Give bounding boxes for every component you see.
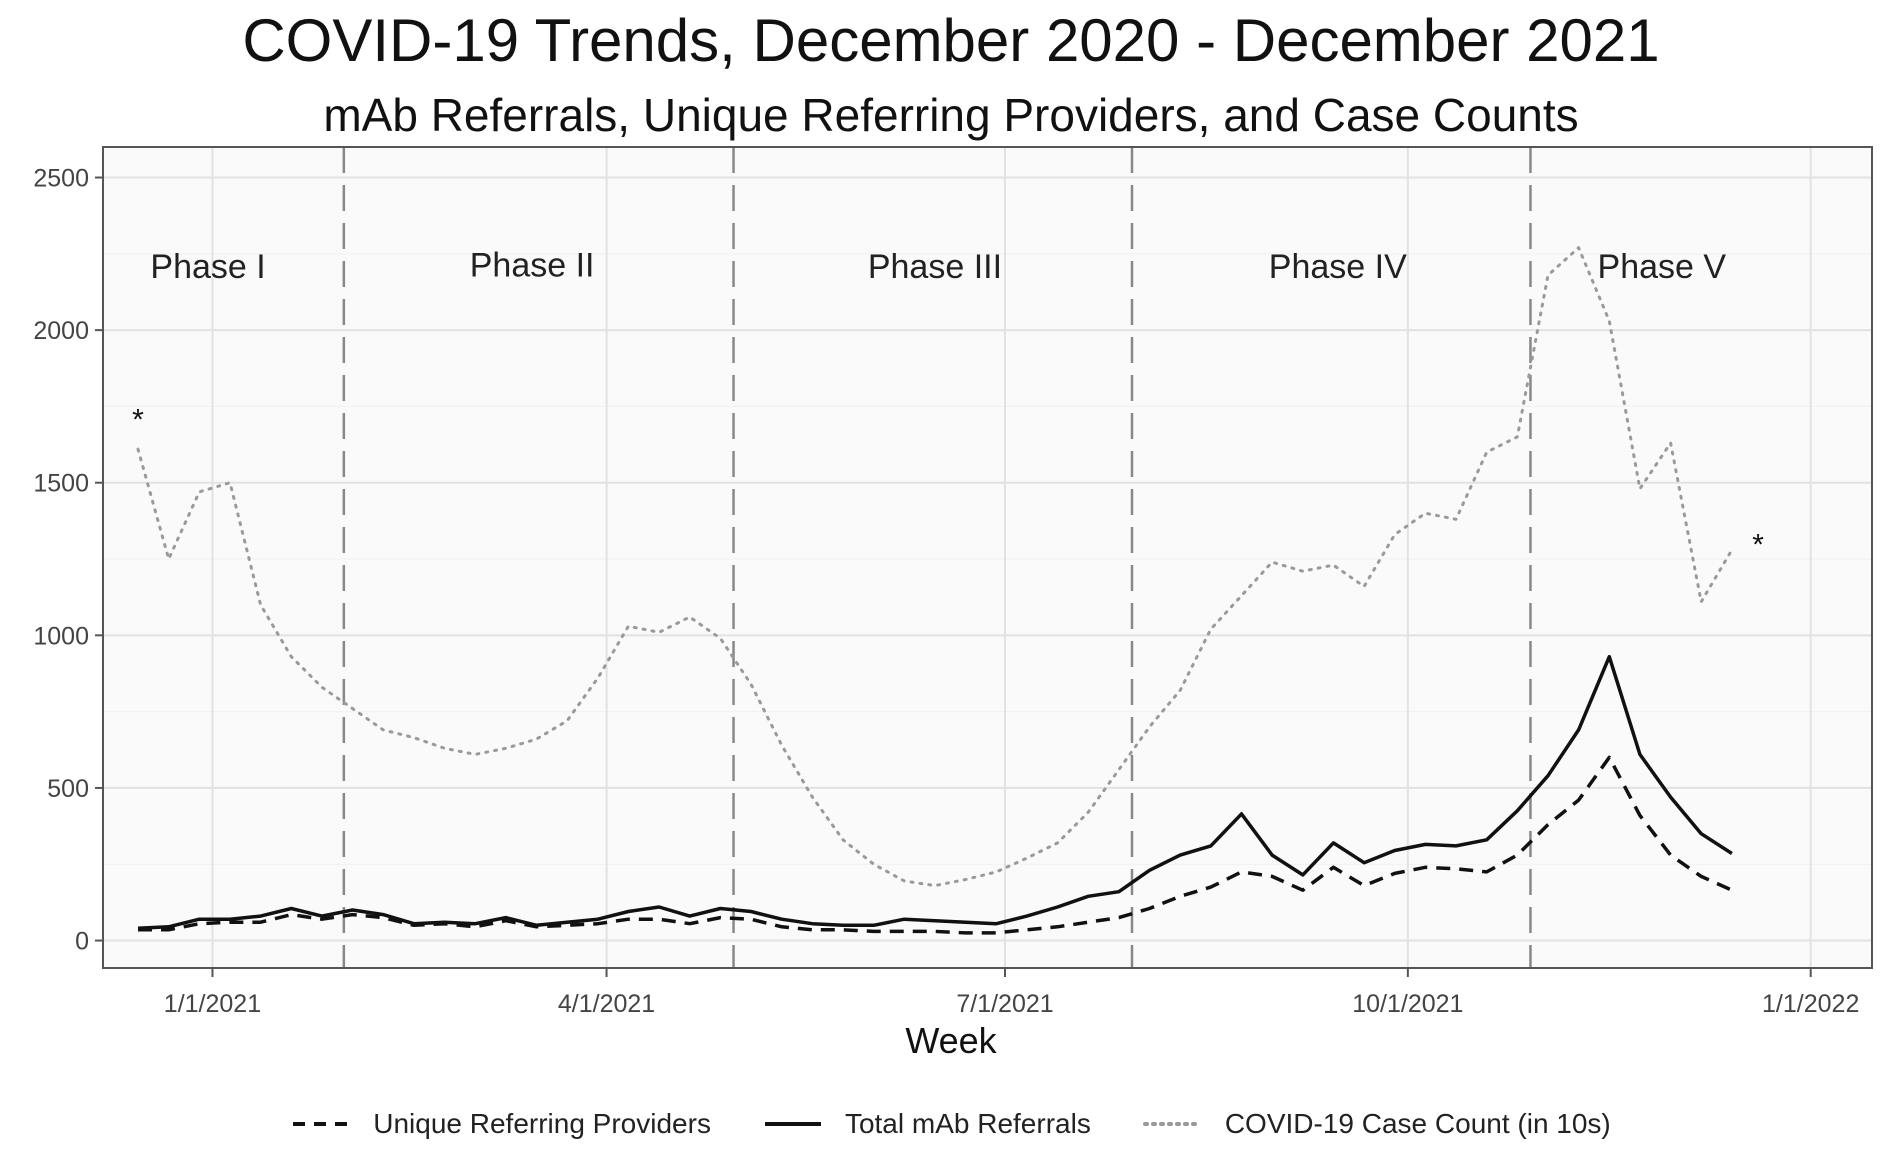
phase-label: Phase III xyxy=(868,248,1002,286)
x-tick-label: 10/1/2021 xyxy=(1352,990,1463,1018)
legend-swatch-dashed xyxy=(293,1122,350,1126)
legend-label-providers: Unique Referring Providers xyxy=(373,1108,711,1139)
legend-swatch-dotted xyxy=(1142,1122,1203,1126)
legend: Unique Referring Providers Total mAb Ref… xyxy=(0,1108,1902,1140)
y-tick-label: 0 xyxy=(75,928,89,956)
plot-area xyxy=(103,147,1872,968)
series-line-solid xyxy=(137,654,1733,931)
x-axis: 1/1/2021 4/1/2021 7/1/2021 10/1/2021 1/1/202… xyxy=(164,968,1859,1018)
y-tick-label: 2000 xyxy=(33,317,89,345)
chart-canvas: 0 500 1000 1500 2000 2500 1/1/2021 4/1/2021 7/1… xyxy=(33,146,1873,1018)
chart-subtitle: mAb Referrals, Unique Referring Provider… xyxy=(323,89,1579,141)
legend-item-referrals: Total mAb Referrals xyxy=(763,1108,1091,1140)
phase-label: Phase IV xyxy=(1269,248,1407,286)
x-tick-label: 1/1/2021 xyxy=(164,990,261,1018)
legend-swatch-solid xyxy=(764,1122,821,1126)
series-layer xyxy=(136,246,1734,935)
x-tick-label: 7/1/2021 xyxy=(956,990,1053,1018)
chart-title: COVID-19 Trends, December 2020 - Decembe… xyxy=(242,7,1660,74)
legend-item-providers: Unique Referring Providers xyxy=(291,1108,711,1140)
y-tick-label: 1000 xyxy=(33,622,89,650)
x-tick-label: 1/1/2022 xyxy=(1762,990,1859,1018)
legend-item-cases: COVID-19 Case Count (in 10s) xyxy=(1142,1108,1611,1140)
x-axis-title: Week xyxy=(905,1020,997,1061)
star-marker: * xyxy=(132,404,144,437)
y-tick-label: 500 xyxy=(47,775,89,803)
y-tick-label: 2500 xyxy=(33,165,89,193)
annotations: Phase I Phase II Phase III Phase IV Phase V *… xyxy=(132,247,1764,562)
y-tick-label: 1500 xyxy=(33,470,89,498)
legend-label-referrals: Total mAb Referrals xyxy=(844,1108,1091,1139)
series-line-dashed xyxy=(138,755,1733,935)
phase-boundaries xyxy=(342,147,1532,968)
phase-label: Phase I xyxy=(150,248,265,286)
phase-label: Phase II xyxy=(470,247,595,285)
y-axis: 0 500 1000 1500 2000 2500 xyxy=(33,165,103,956)
series-line-dotted xyxy=(136,246,1734,888)
plot-border xyxy=(102,146,1873,969)
phase-label: Phase V xyxy=(1598,248,1727,286)
legend-label-cases: COVID-19 Case Count (in 10s) xyxy=(1224,1108,1611,1139)
star-marker: * xyxy=(1752,529,1764,562)
gridlines xyxy=(103,147,1872,968)
x-tick-label: 4/1/2021 xyxy=(558,990,655,1018)
